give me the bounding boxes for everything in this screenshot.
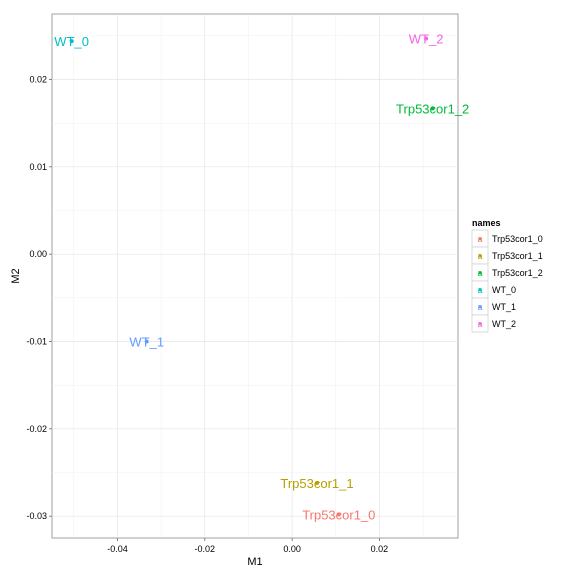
- x-tick-label: -0.02: [195, 544, 216, 554]
- legend-key-marker: [478, 305, 482, 309]
- point-marker: [314, 480, 319, 485]
- y-tick-label: 0.00: [29, 249, 47, 259]
- legend-key-marker: [478, 271, 482, 275]
- point-label: Trp53cor1_0: [302, 507, 375, 522]
- data-points: Trp53cor1_0 Trp53cor1_1 Trp53cor1_2 WT_0 WT_…: [54, 31, 469, 522]
- y-tick-label: 0.01: [29, 162, 47, 172]
- legend-label: WT_2: [492, 319, 516, 329]
- legend-key-marker: [478, 322, 482, 326]
- x-axis-title: M1: [247, 556, 262, 568]
- legend-label: WT_1: [492, 302, 516, 312]
- point-marker: [430, 106, 435, 111]
- grid-lines: [52, 14, 458, 538]
- y-axis: -0.03 -0.02 -0.01 0.00 0.01 0.02: [26, 75, 52, 521]
- point-label: Trp53cor1_2: [396, 101, 469, 116]
- data-point-trp53cor1-1: Trp53cor1_1: [280, 476, 353, 491]
- legend-item-trp53cor1-1: aTrp53cor1_1: [471, 246, 543, 265]
- point-label: WT_0: [54, 34, 89, 49]
- x-axis: -0.04 -0.02 0.00 0.02: [107, 538, 388, 554]
- data-point-wt-1: WT_1: [129, 335, 164, 350]
- legend-label: Trp53cor1_2: [492, 268, 543, 278]
- legend-label: WT_0: [492, 285, 516, 295]
- data-point-wt-0: WT_0: [54, 34, 89, 49]
- legend: names aTrp53cor1_0aTrp53cor1_1aTrp53cor1…: [471, 218, 543, 333]
- plot-panel: [51, 13, 459, 539]
- y-tick-label: -0.03: [26, 511, 47, 521]
- legend-item-wt-2: aWT_2: [471, 314, 516, 333]
- x-tick-label: -0.04: [107, 544, 128, 554]
- legend-item-wt-0: aWT_0: [471, 280, 516, 299]
- legend-label: Trp53cor1_0: [492, 234, 543, 244]
- data-point-trp53cor1-2: Trp53cor1_2: [396, 101, 469, 116]
- legend-item-trp53cor1-2: aTrp53cor1_2: [471, 263, 543, 282]
- point-marker: [144, 339, 149, 344]
- legend-key-marker: [478, 288, 482, 292]
- legend-item-trp53cor1-0: aTrp53cor1_0: [471, 229, 543, 248]
- point-marker: [424, 36, 429, 41]
- point-label: Trp53cor1_1: [280, 476, 353, 491]
- point-label: WT_2: [409, 31, 444, 46]
- legend-key-marker: [478, 254, 482, 258]
- point-label: WT_1: [129, 335, 164, 350]
- y-tick-label: -0.01: [26, 337, 47, 347]
- data-point-trp53cor1-0: Trp53cor1_0: [302, 507, 375, 522]
- legend-label: Trp53cor1_1: [492, 251, 543, 261]
- data-point-wt-2: WT_2: [409, 31, 444, 46]
- y-tick-label: -0.02: [26, 424, 47, 434]
- legend-item-wt-1: aWT_1: [471, 297, 516, 316]
- legend-title: names: [472, 218, 501, 228]
- point-marker: [336, 512, 341, 517]
- y-axis-title: M2: [10, 268, 22, 283]
- y-tick-label: 0.02: [29, 75, 47, 85]
- legend-key-marker: [478, 237, 482, 241]
- x-tick-label: 0.00: [283, 544, 301, 554]
- x-tick-label: 0.02: [371, 544, 389, 554]
- point-marker: [69, 39, 74, 44]
